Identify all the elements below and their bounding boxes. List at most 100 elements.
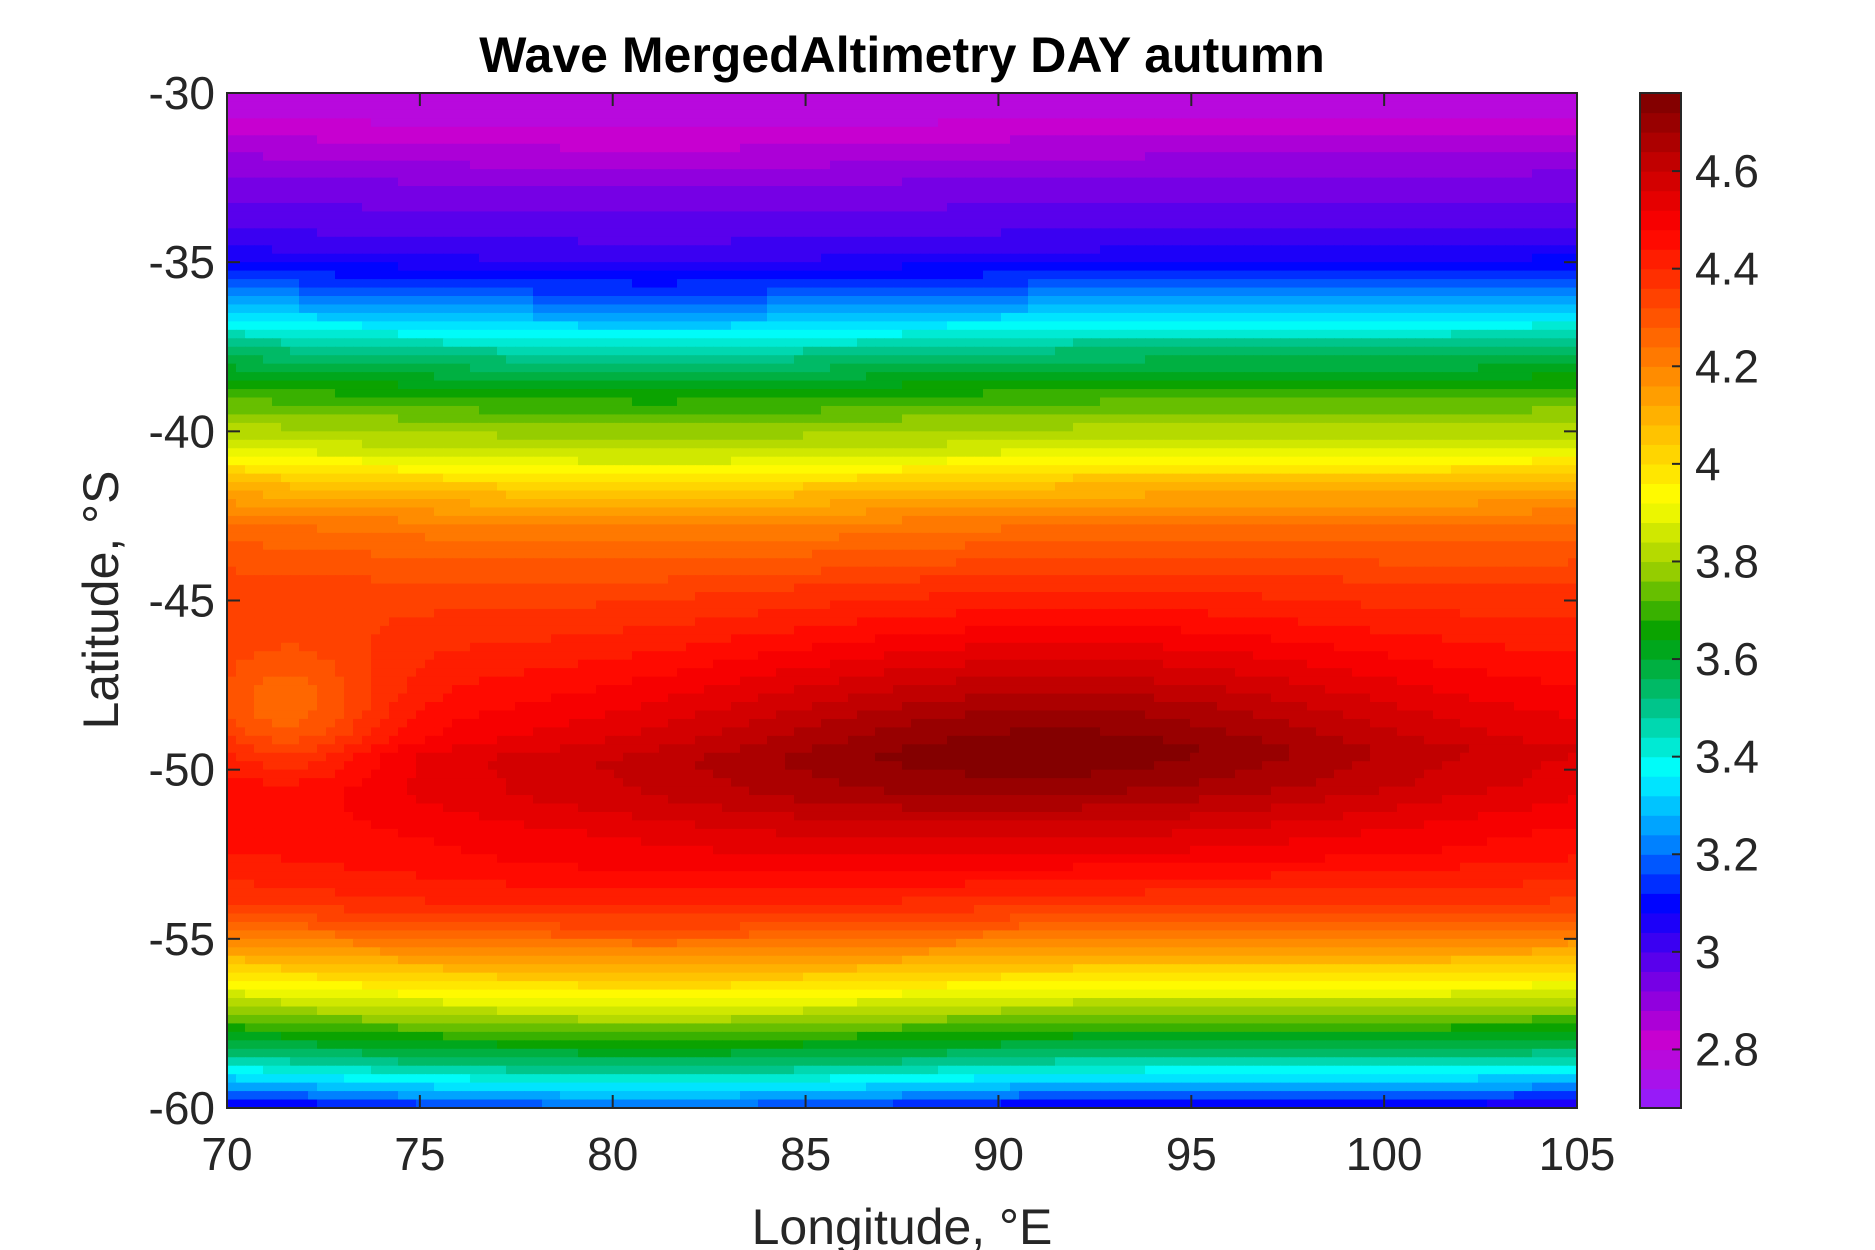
- contour-cell: [749, 262, 759, 272]
- contour-cell: [416, 329, 426, 339]
- contour-cell: [893, 321, 903, 331]
- contour-cell: [1568, 321, 1577, 331]
- contour-cell: [1325, 262, 1335, 272]
- contour-cell: [1046, 118, 1056, 128]
- contour-cell: [281, 321, 291, 331]
- contour-cell: [965, 304, 975, 314]
- contour-cell: [551, 363, 561, 373]
- contour-cell: [1289, 126, 1299, 136]
- contour-cell: [596, 253, 606, 263]
- contour-cell: [1208, 296, 1218, 306]
- contour-cell: [857, 101, 867, 111]
- contour-cell: [947, 279, 957, 289]
- contour-cell: [785, 287, 795, 297]
- contour-cell: [632, 152, 642, 162]
- contour-cell: [524, 118, 534, 128]
- contour-cell: [1469, 363, 1479, 373]
- contour-cell: [1280, 101, 1290, 111]
- contour-cell: [767, 253, 777, 263]
- contour-cell: [1343, 177, 1353, 187]
- contour-cell: [1118, 135, 1128, 145]
- contour-cell: [398, 194, 408, 204]
- contour-cell: [1370, 236, 1380, 246]
- contour-cell: [290, 346, 300, 356]
- contour-cell: [1415, 321, 1425, 331]
- contour-cell: [1406, 126, 1416, 136]
- contour-cell: [677, 245, 687, 255]
- contour-cell: [1550, 93, 1560, 103]
- contour-cell: [461, 219, 471, 229]
- contour-cell: [956, 143, 966, 153]
- contour-cell: [1181, 321, 1191, 331]
- contour-cell: [263, 321, 273, 331]
- contour-cell: [1523, 152, 1533, 162]
- contour-cell: [776, 211, 786, 221]
- contour-cell: [1298, 346, 1308, 356]
- contour-cell: [1271, 152, 1281, 162]
- contour-cell: [515, 287, 525, 297]
- contour-cell: [1046, 93, 1056, 103]
- contour-cell: [740, 363, 750, 373]
- contour-cell: [281, 279, 291, 289]
- contour-cell: [893, 169, 903, 179]
- contour-cell: [407, 143, 417, 153]
- contour-cell: [1181, 93, 1191, 103]
- contour-cell: [1397, 253, 1407, 263]
- contour-cell: [632, 93, 642, 103]
- contour-cell: [1559, 177, 1569, 187]
- contour-cell: [668, 321, 678, 331]
- contour-cell: [353, 186, 363, 196]
- contour-cell: [749, 338, 759, 348]
- contour-cell: [659, 135, 669, 145]
- contour-cell: [389, 279, 399, 289]
- contour-cell: [857, 287, 867, 297]
- contour-cell: [686, 346, 696, 356]
- contour-cell: [605, 262, 615, 272]
- contour-cell: [749, 101, 759, 111]
- contour-cell: [1559, 312, 1569, 322]
- contour-cell: [551, 346, 561, 356]
- contour-cell: [1307, 101, 1317, 111]
- contour-cell: [254, 143, 264, 153]
- contour-cell: [497, 312, 507, 322]
- contour-cell: [677, 279, 687, 289]
- contour-cell: [1181, 219, 1191, 229]
- contour-cell: [1469, 152, 1479, 162]
- contour-cell: [308, 93, 318, 103]
- contour-cell: [1118, 160, 1128, 170]
- contour-cell: [848, 329, 858, 339]
- contour-cell: [1406, 143, 1416, 153]
- contour-cell: [353, 245, 363, 255]
- contour-cell: [1010, 304, 1020, 314]
- contour-cell: [1469, 270, 1479, 280]
- contour-cell: [974, 245, 984, 255]
- contour-cell: [1523, 304, 1533, 314]
- contour-cell: [1361, 346, 1371, 356]
- contour-cell: [1298, 253, 1308, 263]
- contour-cell: [254, 363, 264, 373]
- contour-cell: [758, 236, 768, 246]
- contour-cell: [1055, 169, 1065, 179]
- contour-cell: [524, 372, 534, 382]
- contour-cell: [533, 253, 543, 263]
- contour-cell: [1298, 109, 1308, 119]
- contour-cell: [344, 236, 354, 246]
- contour-cell: [1055, 126, 1065, 136]
- contour-cell: [1388, 253, 1398, 263]
- contour-cell: [1388, 363, 1398, 373]
- contour-cell: [1244, 143, 1254, 153]
- contour-cell: [668, 329, 678, 339]
- contour-cell: [587, 101, 597, 111]
- contour-cell: [1325, 143, 1335, 153]
- contour-cell: [290, 143, 300, 153]
- contour-cell: [767, 304, 777, 314]
- contour-cell: [740, 177, 750, 187]
- contour-cell: [1208, 194, 1218, 204]
- contour-cell: [1469, 219, 1479, 229]
- contour-cell: [884, 160, 894, 170]
- contour-cell: [1172, 338, 1182, 348]
- contour-cell: [1154, 287, 1164, 297]
- contour-cell: [1118, 169, 1128, 179]
- contour-cell: [911, 363, 921, 373]
- contour-cell: [479, 363, 489, 373]
